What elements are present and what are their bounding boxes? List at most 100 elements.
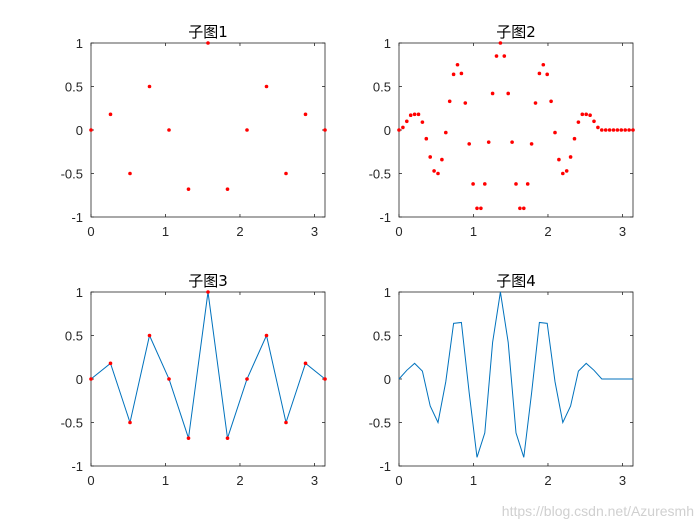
y-tick-label: 0.5 — [373, 80, 391, 95]
x-tick-label: 1 — [162, 473, 169, 488]
y-tick-label: -1 — [71, 459, 83, 474]
data-point — [529, 142, 534, 146]
x-tick-label: 2 — [544, 473, 551, 488]
data-point — [521, 206, 526, 211]
data-point — [428, 155, 433, 159]
data-point — [611, 128, 616, 132]
data-point — [401, 125, 405, 130]
watermark: https://blog.csdn.net/Azuresmh — [501, 503, 694, 519]
data-point — [494, 54, 499, 58]
data-point — [284, 171, 288, 176]
x-tick-label: 3 — [311, 473, 318, 488]
x-tick-label: 3 — [619, 224, 626, 239]
data-point — [502, 54, 507, 58]
y-tick-label: 0.5 — [65, 329, 83, 344]
y-tick-label: 0.5 — [373, 329, 391, 344]
data-point — [545, 72, 550, 77]
data-point — [404, 119, 409, 124]
data-point — [186, 436, 191, 440]
data-point — [627, 128, 631, 132]
data-point — [463, 101, 468, 105]
subplot-2: 子图2 0 1 2 3 -1 -0.5 0 0.5 1 — [369, 23, 635, 239]
data-point — [303, 361, 308, 366]
data-point — [128, 171, 132, 176]
x-tick-label: 1 — [470, 224, 477, 239]
x-tick-label: 0 — [87, 224, 94, 239]
x-tick-label: 2 — [236, 473, 243, 488]
data-point — [557, 157, 561, 162]
x-tick-label: 0 — [395, 224, 402, 239]
x-tick-label: 1 — [470, 473, 477, 488]
data-point — [572, 136, 577, 141]
data-point — [455, 62, 460, 67]
subplot-3: 子图3 0 1 2 3 -1 -0.5 0 0.5 1 — [61, 272, 327, 488]
subplot-title: 子图3 — [188, 272, 228, 290]
data-point — [553, 130, 557, 135]
data-point — [440, 157, 444, 162]
data-point — [475, 206, 479, 211]
data-point — [599, 128, 604, 132]
y-tick-label: -1 — [71, 210, 83, 225]
y-tick-label: -1 — [379, 210, 391, 225]
data-point — [432, 169, 436, 173]
data-point — [560, 171, 565, 176]
data-point — [596, 125, 600, 130]
data-point — [225, 187, 230, 191]
y-tick-label: 0 — [76, 123, 83, 138]
x-tick-label: 2 — [236, 224, 243, 239]
x-tick-label: 2 — [544, 224, 551, 239]
data-point — [518, 206, 522, 211]
data-point — [510, 140, 514, 144]
data-point — [514, 182, 518, 186]
data-point — [490, 91, 495, 96]
data-point — [206, 290, 210, 294]
data-point — [498, 41, 503, 45]
data-point — [584, 112, 589, 117]
data-point — [568, 155, 573, 159]
data-point — [416, 112, 421, 117]
y-tick-label: -0.5 — [61, 167, 83, 182]
axes-box — [398, 291, 634, 467]
data-point — [443, 130, 448, 135]
data-point — [619, 128, 624, 132]
x-tick-label: 0 — [87, 473, 94, 488]
data-point — [576, 120, 581, 124]
data-point — [323, 128, 327, 132]
data-point — [147, 333, 152, 338]
data-point — [323, 377, 327, 381]
data-point — [459, 71, 464, 76]
data-point — [108, 112, 113, 117]
y-tick-label: 1 — [384, 36, 391, 51]
y-tick-label: -0.5 — [369, 167, 391, 182]
subplot-title: 子图2 — [496, 23, 536, 41]
y-tick-label: 1 — [384, 285, 391, 300]
data-point — [564, 169, 569, 173]
data-point — [623, 128, 628, 132]
data-point — [167, 377, 171, 381]
data-point — [603, 128, 608, 132]
data-point — [588, 113, 592, 118]
subplot-title: 子图4 — [496, 272, 536, 290]
data-point — [186, 187, 191, 191]
data-point — [447, 99, 452, 104]
y-tick-label: -1 — [379, 459, 391, 474]
data-point — [412, 112, 417, 117]
x-tick-label: 3 — [619, 473, 626, 488]
data-point — [284, 420, 288, 425]
data-point — [549, 99, 553, 104]
data-point — [541, 62, 546, 67]
data-point — [167, 128, 171, 132]
series-line — [398, 291, 633, 458]
data-point — [89, 377, 93, 381]
data-point — [420, 120, 425, 124]
y-tick-label: -0.5 — [61, 416, 83, 431]
data-point — [128, 420, 132, 425]
x-tick-label: 3 — [311, 224, 318, 239]
axes-box — [90, 291, 326, 467]
data-point — [436, 171, 440, 176]
subplot-4: 子图4 0 1 2 3 -1 -0.5 0 0.5 1 — [369, 272, 634, 488]
data-point — [592, 119, 596, 124]
data-point — [506, 91, 511, 96]
data-point — [451, 72, 456, 77]
